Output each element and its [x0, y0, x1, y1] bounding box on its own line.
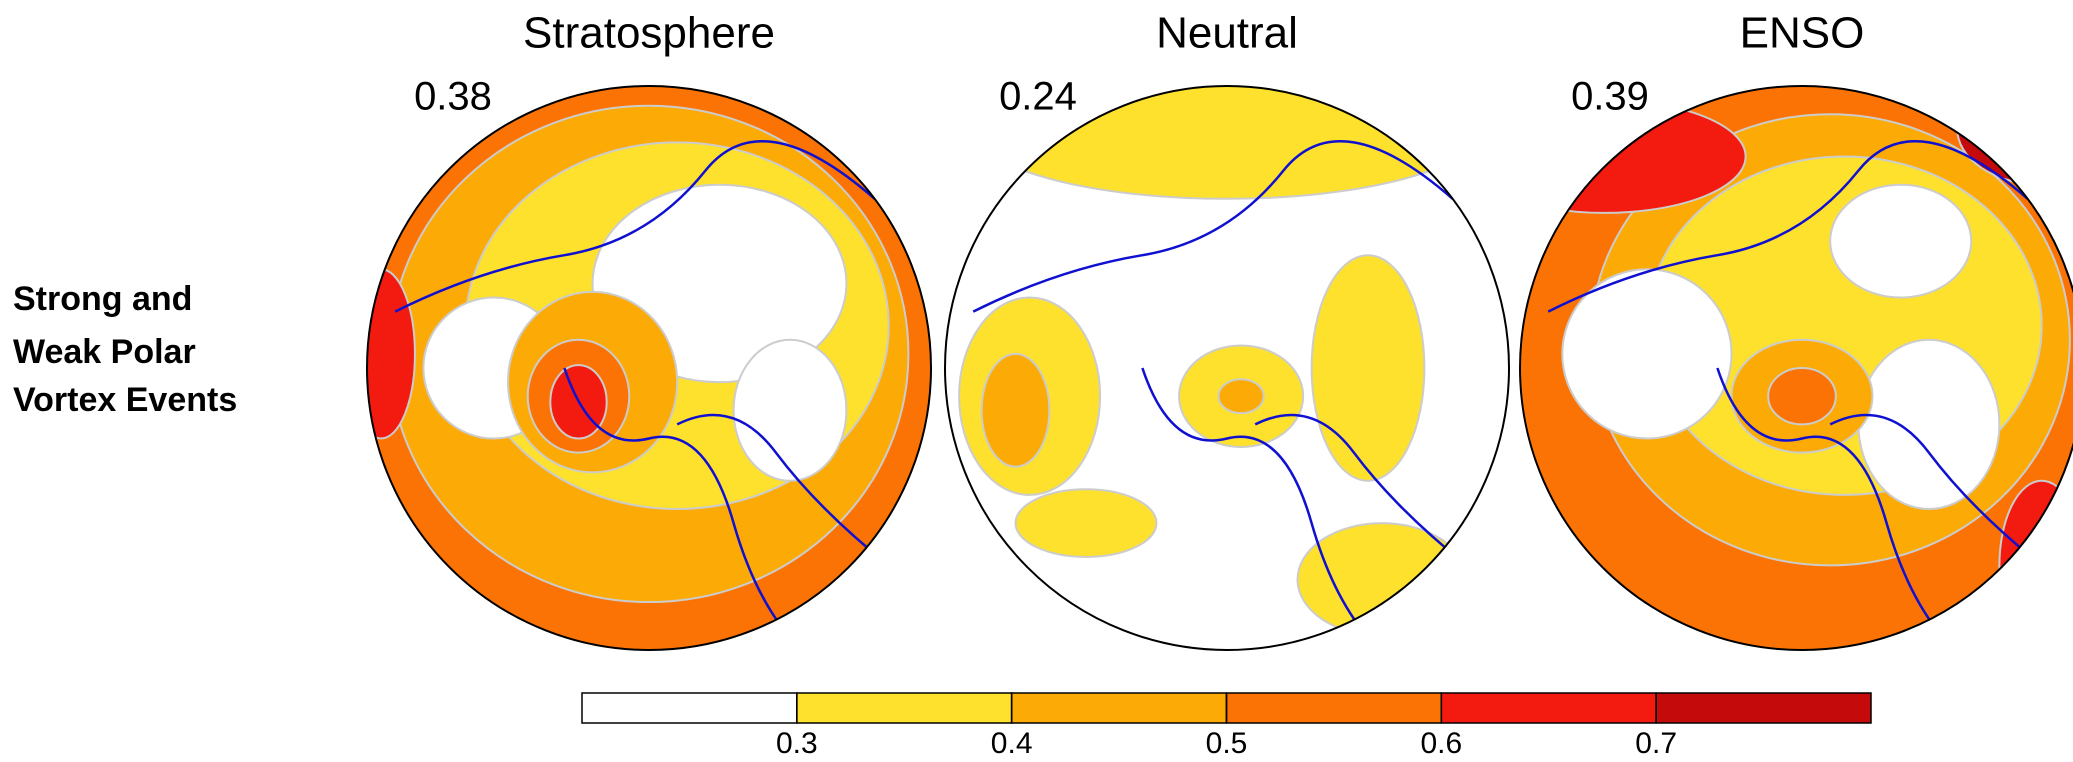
map-panel	[1520, 86, 2073, 650]
coastline	[1547, 140, 2043, 650]
panel-title: Stratosphere	[523, 9, 775, 58]
colorbar-segment	[1655, 692, 1872, 724]
field-region	[980, 352, 1051, 468]
panel-value: 0.39	[1571, 75, 1649, 119]
field-region	[1857, 338, 2001, 510]
colorbar-tick-label: 0.5	[1206, 727, 1248, 760]
field-region	[1296, 522, 1468, 637]
field-region	[1829, 183, 1973, 299]
colorbar-tick-label: 0.6	[1420, 727, 1462, 760]
panel-title: Neutral	[1156, 9, 1298, 58]
row-label: Vortex Events	[13, 381, 237, 419]
row-label: Weak Polar	[13, 333, 196, 371]
row-label: Strong and	[13, 280, 192, 318]
panel-value: 0.24	[999, 75, 1077, 119]
map-outline	[944, 85, 1510, 651]
colorbar-segment	[581, 692, 798, 724]
map-outline	[1519, 85, 2073, 651]
coastline	[972, 140, 1468, 650]
coastline	[394, 140, 890, 650]
panel-title: ENSO	[1740, 9, 1865, 58]
field-region	[732, 338, 848, 482]
map-panel	[367, 86, 931, 650]
field-region	[1767, 367, 1837, 426]
colorbar-tick-label: 0.7	[1635, 727, 1677, 760]
panel-value: 0.38	[414, 75, 492, 119]
field-region	[367, 268, 416, 440]
colorbar-tick-label: 0.3	[776, 727, 818, 760]
field-region	[1217, 378, 1265, 415]
colorbar-tick-label: 0.4	[991, 727, 1033, 760]
colorbar-segment	[1440, 692, 1657, 724]
field-region	[1998, 479, 2073, 650]
map-panel	[945, 86, 1509, 650]
field-region	[1561, 268, 1733, 440]
map-outline	[366, 85, 932, 651]
field-region	[1014, 488, 1158, 558]
colorbar-segment	[1010, 692, 1228, 724]
colorbar-segment	[796, 692, 1013, 724]
colorbar-segment	[1225, 692, 1443, 724]
field-region	[1310, 254, 1426, 482]
